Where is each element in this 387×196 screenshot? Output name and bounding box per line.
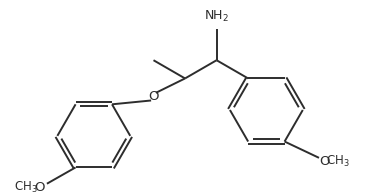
Text: O: O [34, 181, 45, 194]
Text: O: O [319, 155, 329, 168]
Text: CH$_3$: CH$_3$ [14, 180, 37, 195]
Text: NH$_2$: NH$_2$ [204, 9, 229, 24]
Text: CH$_3$: CH$_3$ [326, 154, 349, 169]
Text: O: O [148, 90, 159, 103]
